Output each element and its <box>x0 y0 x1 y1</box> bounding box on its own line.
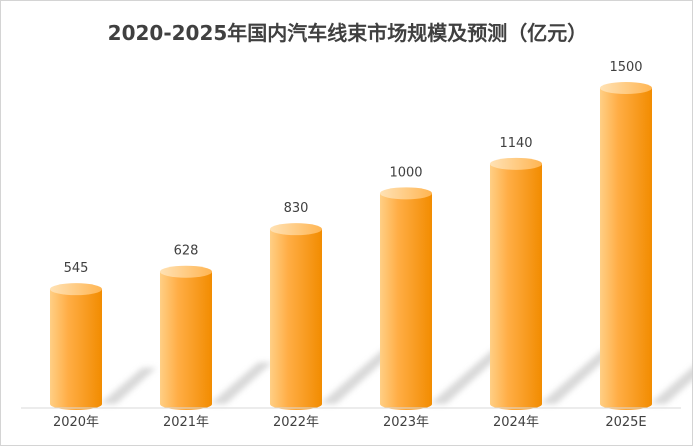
x-tick-label: 2021年 <box>163 415 209 430</box>
bar-top <box>50 283 102 296</box>
bar-body <box>600 88 652 410</box>
bar-body <box>490 163 542 410</box>
data-label: 830 <box>284 201 309 216</box>
data-label: 1500 <box>609 60 642 75</box>
x-tick-label: 2025E <box>605 415 646 430</box>
bar-shadow-3 <box>320 350 396 404</box>
bar-shadow-2 <box>210 362 273 404</box>
x-tick-label: 2023年 <box>383 415 429 430</box>
data-label: 1000 <box>389 165 422 180</box>
bar-shadow-1 <box>100 367 157 404</box>
bar-shadow-6 <box>650 366 693 404</box>
bar-2 <box>160 265 212 410</box>
bar-shadow-4 <box>430 350 506 404</box>
data-label: 628 <box>174 244 199 259</box>
data-label: 545 <box>64 261 89 276</box>
bar-top <box>380 187 432 200</box>
bar-1 <box>50 283 102 410</box>
bar-5 <box>490 157 542 410</box>
x-tick-label: 2022年 <box>273 415 319 430</box>
bar-body <box>160 271 212 410</box>
bar-body <box>270 229 322 410</box>
bar-shadow-5 <box>540 350 616 404</box>
chart-title: 2020-2025年国内汽车线束市场规模及预测（亿元） <box>107 21 588 45</box>
bar-top <box>600 82 652 94</box>
bar-top <box>160 265 212 278</box>
bar-body <box>50 289 102 410</box>
x-tick-label: 2024年 <box>493 415 539 430</box>
data-label: 1140 <box>499 136 532 151</box>
bar-6 <box>600 82 652 410</box>
bar-3 <box>270 223 322 410</box>
bar-top <box>490 157 542 170</box>
bar-4 <box>380 187 432 410</box>
bar-body <box>380 193 432 410</box>
bar-top <box>270 223 322 236</box>
x-tick-label: 2020年 <box>53 415 99 430</box>
